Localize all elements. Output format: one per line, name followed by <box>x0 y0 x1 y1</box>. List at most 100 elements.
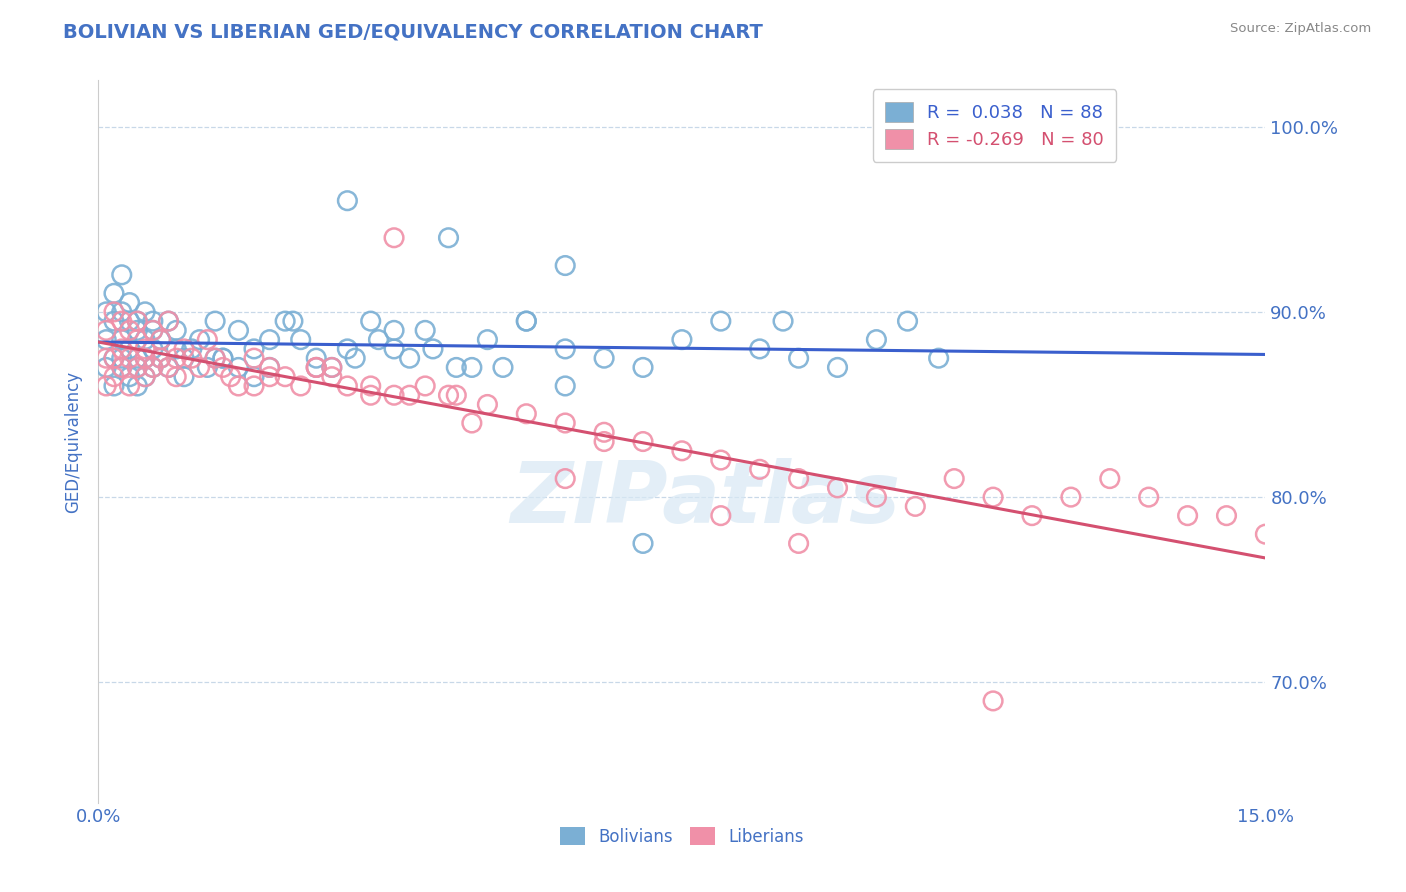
Point <box>134 305 156 319</box>
Point <box>157 314 180 328</box>
Point <box>290 379 312 393</box>
Point <box>103 314 125 328</box>
Point <box>157 314 180 328</box>
Point <box>228 379 250 393</box>
Point <box>127 333 149 347</box>
Point <box>204 314 226 328</box>
Point <box>336 342 359 356</box>
Point <box>142 323 165 337</box>
Point <box>157 360 180 375</box>
Point <box>259 360 281 375</box>
Point <box>180 342 202 356</box>
Text: ZIPatlas: ZIPatlas <box>510 458 900 541</box>
Point <box>554 416 576 430</box>
Point <box>127 314 149 328</box>
Point <box>157 360 180 375</box>
Point <box>865 490 887 504</box>
Point <box>243 369 266 384</box>
Point <box>103 369 125 384</box>
Point <box>165 323 187 337</box>
Point <box>631 536 654 550</box>
Point <box>281 314 304 328</box>
Point <box>111 351 134 366</box>
Point <box>96 360 118 375</box>
Point <box>515 314 537 328</box>
Point <box>492 360 515 375</box>
Point <box>554 379 576 393</box>
Point <box>96 379 118 393</box>
Point <box>477 397 499 411</box>
Point <box>461 360 484 375</box>
Point <box>305 360 328 375</box>
Point <box>173 369 195 384</box>
Point <box>360 379 382 393</box>
Point <box>142 360 165 375</box>
Point <box>554 259 576 273</box>
Point <box>96 333 118 347</box>
Point <box>896 314 918 328</box>
Point <box>180 351 202 366</box>
Point <box>103 351 125 366</box>
Point <box>360 314 382 328</box>
Point <box>142 342 165 356</box>
Point <box>127 360 149 375</box>
Point <box>437 231 460 245</box>
Point <box>195 333 218 347</box>
Point <box>305 360 328 375</box>
Point <box>127 314 149 328</box>
Point <box>748 462 770 476</box>
Point <box>111 342 134 356</box>
Point <box>382 342 405 356</box>
Point <box>259 360 281 375</box>
Point <box>173 342 195 356</box>
Point <box>305 351 328 366</box>
Point <box>515 314 537 328</box>
Point <box>118 369 141 384</box>
Point <box>195 360 218 375</box>
Point <box>127 379 149 393</box>
Point <box>142 314 165 328</box>
Point <box>321 360 343 375</box>
Point <box>1060 490 1083 504</box>
Point <box>321 369 343 384</box>
Point <box>290 333 312 347</box>
Point <box>188 333 211 347</box>
Point <box>422 342 444 356</box>
Point <box>219 369 242 384</box>
Point <box>111 268 134 282</box>
Point <box>446 360 468 375</box>
Point <box>413 323 436 337</box>
Point <box>360 388 382 402</box>
Point <box>1254 527 1277 541</box>
Point <box>228 323 250 337</box>
Point <box>515 407 537 421</box>
Point <box>188 360 211 375</box>
Point <box>118 295 141 310</box>
Point <box>1137 490 1160 504</box>
Point <box>446 388 468 402</box>
Point <box>134 351 156 366</box>
Point <box>212 360 235 375</box>
Point <box>127 323 149 337</box>
Point <box>1098 472 1121 486</box>
Point <box>228 360 250 375</box>
Point <box>827 360 849 375</box>
Y-axis label: GED/Equivalency: GED/Equivalency <box>65 370 83 513</box>
Point <box>1177 508 1199 523</box>
Point <box>118 351 141 366</box>
Point <box>111 333 134 347</box>
Point <box>149 333 172 347</box>
Point <box>593 425 616 440</box>
Point <box>118 342 141 356</box>
Point <box>398 351 420 366</box>
Point <box>593 434 616 449</box>
Point <box>710 508 733 523</box>
Point <box>118 323 141 337</box>
Point <box>111 360 134 375</box>
Point <box>336 194 359 208</box>
Point <box>928 351 950 366</box>
Point <box>593 351 616 366</box>
Point <box>165 351 187 366</box>
Point <box>111 305 134 319</box>
Point <box>274 314 297 328</box>
